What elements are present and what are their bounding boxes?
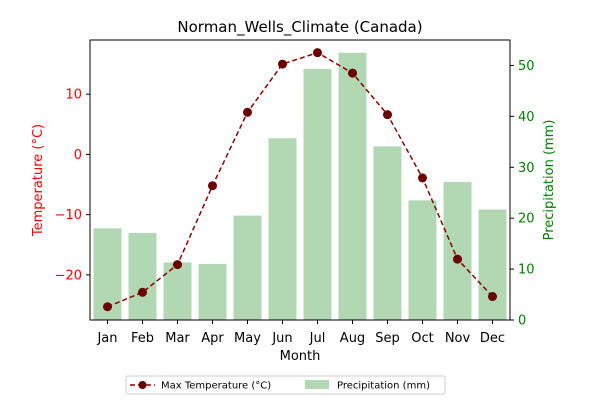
precip-bar-apr — [198, 264, 227, 320]
precipitation-axis: 0 10 20 30 40 50 — [510, 59, 535, 329]
temperature-point-jan — [103, 302, 112, 312]
legend-marker-swatch — [138, 381, 147, 389]
x-tick-label-nov: Nov — [445, 331, 471, 346]
precip-bar-dec — [478, 209, 507, 320]
temperature-point-feb — [138, 287, 147, 297]
legend: Max Temperature (°C) Precipitation (mm) — [125, 375, 446, 395]
x-tick-label-aug: Aug — [340, 331, 365, 346]
precipitation-bars — [93, 52, 507, 321]
x-tick-label-may: May — [234, 331, 261, 346]
temperature-point-nov — [453, 254, 462, 264]
precipitation-tick-label: 0 — [518, 314, 526, 329]
precipitation-axis-label: Precipitation (mm) — [542, 120, 557, 241]
x-tick-label-mar: Mar — [165, 331, 190, 346]
precip-bar-may — [233, 215, 262, 320]
x-tick-label-jan: Jan — [96, 331, 117, 346]
precip-bar-aug — [338, 52, 367, 321]
precipitation-tick-label: 50 — [518, 59, 535, 74]
x-tick-label-apr: Apr — [201, 331, 224, 346]
temperature-line-path — [107, 51, 494, 308]
temperature-point-apr — [208, 181, 217, 191]
legend-bar-swatch — [305, 380, 329, 389]
legend-label-temperature: Max Temperature (°C) — [161, 381, 271, 392]
temperature-tick-label: −10 — [55, 208, 82, 223]
x-tick-label-dec: Dec — [480, 331, 505, 346]
temperature-point-dec — [488, 292, 497, 302]
precipitation-tick-label: 20 — [518, 212, 535, 227]
x-tick-label-jun: Jun — [271, 331, 292, 346]
precip-bar-mar — [163, 262, 192, 320]
precipitation-tick-label: 30 — [518, 161, 535, 176]
x-axis-label: Month — [280, 349, 321, 364]
temperature-axis-label: Temperature (°C) — [31, 124, 46, 237]
x-tick-label-oct: Oct — [411, 331, 433, 346]
legend-label-precipitation: Precipitation (mm) — [337, 381, 430, 392]
temperature-point-oct — [418, 173, 427, 183]
precip-bar-jun — [268, 138, 297, 320]
temperature-axis: −20 −10 0 10 — [55, 88, 90, 283]
temperature-point-sep — [383, 110, 392, 120]
temperature-point-jun — [278, 59, 287, 69]
temperature-point-mar — [173, 260, 182, 270]
legend-box — [125, 375, 446, 395]
x-tick-label-jul: Jul — [309, 331, 326, 346]
x-tick-label-feb: Feb — [131, 331, 154, 346]
precip-bar-oct — [408, 200, 437, 320]
temperature-point-may — [243, 107, 252, 117]
temperature-tick-label: −20 — [55, 268, 82, 283]
temperature-point-jul — [313, 48, 322, 58]
precip-bar-nov — [443, 182, 472, 320]
precipitation-tick-label: 40 — [518, 110, 535, 125]
temperature-tick-label: 10 — [65, 88, 82, 103]
temperature-line — [103, 48, 497, 312]
precip-bar-jul — [303, 69, 332, 320]
precip-bar-feb — [128, 232, 157, 320]
temperature-point-aug — [348, 68, 357, 78]
x-tick-label-sep: Sep — [375, 331, 400, 346]
chart-title: Norman_Wells_Climate (Canada) — [177, 18, 422, 37]
precipitation-tick-label: 10 — [518, 263, 535, 278]
temperature-tick-label: 0 — [74, 148, 82, 163]
plot-frame — [89, 39, 511, 321]
precip-bar-sep — [373, 146, 402, 320]
x-axis: Jan Feb Mar Apr May Jun Jul Aug Sep Oct Nov Dec — [96, 320, 505, 346]
